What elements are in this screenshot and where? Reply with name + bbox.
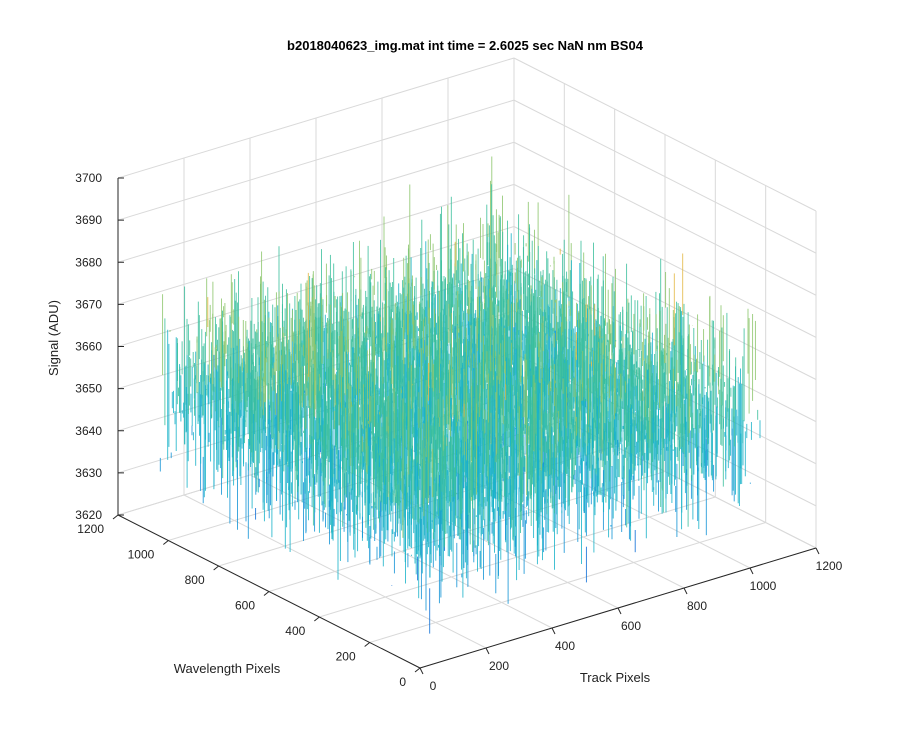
signal-surface (159, 156, 761, 634)
grid-line-y (369, 522, 766, 643)
y-tick-label: 800 (185, 573, 205, 587)
x-tick-label: 0 (430, 679, 437, 693)
y-tick-label: 0 (399, 675, 406, 689)
y-tick-mark (263, 591, 270, 596)
x-tick-mark (683, 587, 688, 595)
y-tick-label: 1200 (77, 522, 104, 536)
x-tick-mark (815, 547, 820, 555)
z-tick-label: 3660 (75, 340, 102, 354)
grid-line-y (319, 496, 716, 618)
y-tick-label: 400 (285, 624, 305, 638)
x-tick-mark (419, 667, 424, 675)
x-tick-label: 600 (621, 619, 641, 633)
x-tick-label: 1000 (750, 579, 777, 593)
y-tick-mark (112, 514, 119, 520)
z-axis-label: Signal (ADU) (46, 300, 61, 376)
y-tick-label: 600 (235, 599, 255, 613)
z-tick-label: 3680 (75, 255, 102, 269)
y-tick-label: 200 (336, 650, 356, 664)
z-tick-label: 3700 (75, 171, 102, 185)
x-tick-mark (485, 647, 490, 655)
tick-labels: 0 200 400 600 800 1000 1200 0 200 400 600 800 1000 12… (75, 171, 842, 693)
x-tick-label: 400 (555, 639, 575, 653)
x-tick-mark (551, 627, 556, 635)
y-tick-mark (364, 642, 370, 647)
y-tick-mark (314, 616, 320, 622)
z-tick-label: 3630 (75, 466, 102, 480)
grid-lines (117, 57, 817, 669)
z-tick-label: 3690 (75, 213, 102, 227)
y-tick-label: 1000 (128, 548, 155, 562)
y-tick-mark (213, 565, 219, 571)
z-tick-label: 3650 (75, 382, 102, 396)
x-tick-mark (749, 567, 754, 575)
x-axis-label: Track Pixels (580, 670, 651, 685)
x-tick-label: 1200 (816, 559, 843, 573)
z-tick-label: 3670 (75, 297, 102, 311)
x-tick-label: 200 (489, 659, 509, 673)
z-tick-label: 3620 (75, 508, 102, 522)
z-tick-label: 3640 (75, 424, 102, 438)
axes (112, 177, 820, 675)
y-tick-mark (414, 667, 421, 673)
x-tick-label: 800 (687, 599, 707, 613)
x-tick-mark (617, 607, 622, 615)
y-axis-label: Wavelength Pixels (174, 661, 281, 676)
y-tick-mark (163, 540, 169, 545)
plot-title: b2018040623_img.mat int time = 2.6025 se… (287, 38, 644, 53)
